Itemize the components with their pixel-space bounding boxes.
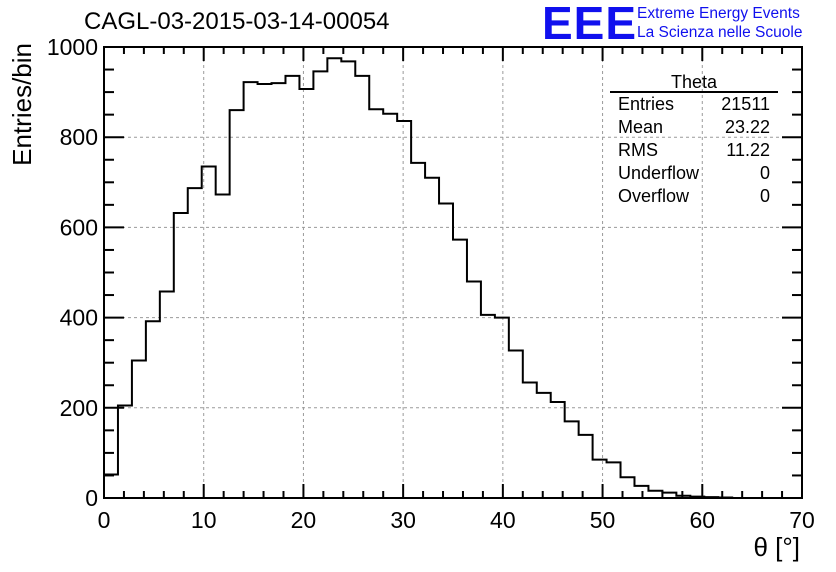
x-tick-label: 30 [390, 507, 416, 533]
stats-label: Mean [618, 117, 663, 137]
stats-value: 0 [760, 163, 770, 183]
y-tick-label: 1000 [47, 34, 98, 60]
logo-caption-line2: La Scienza nelle Scuole [637, 24, 803, 41]
stats-label: Underflow [618, 163, 700, 183]
stats-value: 11.22 [726, 140, 770, 160]
chart-title: CAGL-03-2015-03-14-00054 [84, 8, 390, 35]
stats-title: Theta [671, 72, 718, 92]
x-tick-label: 40 [490, 507, 516, 533]
y-tick-label: 400 [60, 305, 98, 331]
stats-value: 21511 [721, 94, 770, 114]
x-tick-label: 50 [590, 507, 616, 533]
logo-caption: Extreme Energy Events La Scienza nelle S… [637, 4, 802, 42]
stats-label: Entries [618, 94, 674, 114]
stats-value: 23.22 [725, 117, 770, 137]
x-tick-label: 10 [191, 507, 217, 533]
histogram-series [104, 57, 802, 499]
stats-label: RMS [618, 140, 658, 160]
x-tick-label: 20 [291, 507, 317, 533]
stats-box: Theta Entries 21511 Mean 23.22 RMS 11.22 Under… [610, 72, 778, 206]
x-tick-label: 0 [98, 507, 111, 533]
y-tick-label: 0 [85, 485, 98, 511]
x-tick-labels: 0 10 20 30 40 50 60 70 [98, 507, 815, 533]
y-tick-label: 600 [60, 214, 98, 240]
stats-value: 0 [760, 186, 770, 206]
logo-caption-line1: Extreme Energy Events [637, 5, 800, 22]
y-axis-title: Entries/bin [7, 43, 37, 166]
eee-logo: EEE [542, 0, 638, 49]
axis-ticks [103, 46, 803, 499]
y-tick-labels: 0 200 400 600 800 1000 [47, 34, 98, 511]
plot-frame [103, 46, 803, 499]
stats-label: Overflow [618, 186, 690, 206]
x-tick-label: 60 [689, 507, 715, 533]
x-tick-label: 70 [789, 507, 815, 533]
y-tick-label: 200 [60, 395, 98, 421]
stats-rows: Entries 21511 Mean 23.22 RMS 11.22 Underflow 0 O… [618, 94, 770, 206]
y-tick-label: 800 [60, 124, 98, 150]
x-axis-title: θ [°] [753, 532, 800, 562]
grid-lines [104, 47, 802, 498]
